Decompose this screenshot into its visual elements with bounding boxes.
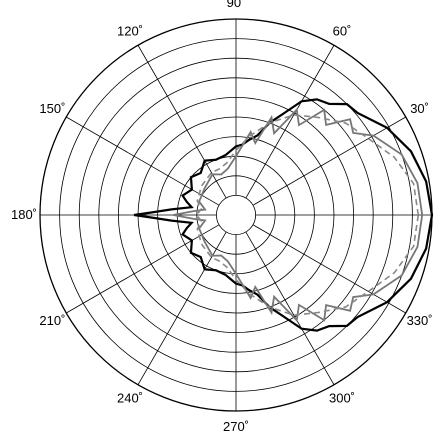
angle-label-90: 90˚ <box>227 0 246 10</box>
angle-labels: 030˚60˚90˚120˚150˚180˚210˚240˚270˚300˚33… <box>11 0 433 434</box>
grid-spoke-330 <box>252 224 406 314</box>
grid-ring-2 <box>196 175 276 255</box>
polar-grid <box>39 18 433 412</box>
grid-spoke-300 <box>245 231 335 385</box>
grid-ring-6 <box>118 97 354 333</box>
grid-spoke-120 <box>137 45 227 199</box>
angle-label-240: 240˚ <box>117 391 143 406</box>
grid-ring-1 <box>215 194 256 235</box>
grid-spoke-150 <box>66 116 220 206</box>
grid-ring-7 <box>98 77 374 353</box>
angle-label-270: 270˚ <box>223 419 249 432</box>
angle-label-150: 150˚ <box>39 101 65 116</box>
grid-spoke-210 <box>66 224 220 314</box>
series-layer <box>133 98 434 332</box>
angle-label-30: 30˚ <box>410 101 429 116</box>
series-line-solid-black <box>133 98 434 332</box>
series-line-solid-gray <box>173 107 424 323</box>
angle-label-210: 210˚ <box>39 313 65 328</box>
grid-spoke-240 <box>137 231 227 385</box>
grid-spoke-30 <box>252 116 406 206</box>
grid-ring-4 <box>157 136 315 294</box>
series-line-dashed-gray <box>195 114 420 316</box>
angle-label-330: 330˚ <box>407 313 433 328</box>
grid-ring-9 <box>59 38 413 392</box>
grid-ring-8 <box>78 57 394 373</box>
angle-label-300: 300˚ <box>329 391 355 406</box>
grid-spoke-60 <box>245 45 335 199</box>
angle-label-60: 60˚ <box>333 23 352 38</box>
angle-label-120: 120˚ <box>117 23 143 38</box>
angle-label-180: 180˚ <box>11 207 37 222</box>
